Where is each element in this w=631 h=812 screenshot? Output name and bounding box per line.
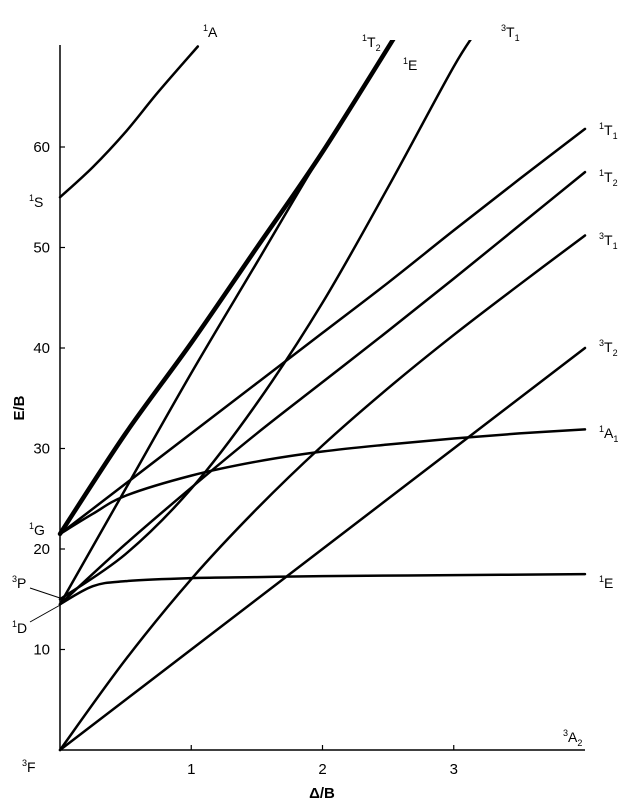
x-tick-label-1: 1	[187, 761, 195, 778]
curve-label-1-1T2: 1T2	[362, 33, 381, 53]
series-line-4	[58, 572, 587, 606]
curve-label-5-1T2: 1T2	[599, 168, 618, 188]
curve-label-7-3T2: 3T2	[599, 338, 618, 358]
curve-label-9-1E: 1E	[599, 574, 613, 591]
curve-label-layer: 1A 1T2 1E 3T1 1T1 1T2 3T1 3T2 1A1 1E 3A2	[203, 23, 618, 748]
y-tick-label-20: 20	[33, 541, 50, 558]
free-ion-term-1D: 1D	[12, 619, 27, 636]
series-line-1	[58, 346, 587, 752]
y-tick-label-30: 30	[33, 441, 50, 458]
curve-label-10-3A2: 3A2	[563, 728, 582, 748]
curve-label-8-1A1: 1A1	[599, 424, 618, 444]
tick-layer: 1 2 3 10 20 30 40 50 60	[33, 139, 458, 778]
y-tick-label-10: 10	[33, 642, 50, 659]
series-line-6	[58, 40, 395, 606]
y-tick-label-60: 60	[33, 139, 50, 156]
free-ion-term-3P: 3P	[12, 574, 26, 591]
y-tick-label-40: 40	[33, 340, 50, 357]
series-line-5	[58, 170, 587, 606]
curve-label-0-1A: 1A	[203, 23, 218, 40]
x-axis-title: Δ/B	[309, 785, 335, 802]
series-line-7	[57, 40, 396, 537]
series-line-3	[58, 40, 472, 601]
y-tick-label-50: 50	[33, 240, 50, 257]
series-line-2	[58, 234, 587, 752]
x-tick-label-3: 3	[450, 761, 458, 778]
free-ion-term-1G: 1G	[29, 521, 45, 538]
curve-label-6-3T1: 3T1	[599, 231, 618, 251]
curve-layer	[57, 40, 587, 752]
free-ion-term-layer: 3F 3P 1D 1G 1S	[12, 193, 63, 775]
series-line-10	[58, 45, 200, 199]
free-ion-term-3F: 3F	[22, 758, 36, 775]
series-line-8	[58, 127, 587, 536]
leader-line-1D	[29, 603, 63, 623]
y-axis-title: E/B	[11, 395, 28, 420]
curve-label-4-1T1: 1T1	[599, 121, 618, 141]
series-line-9	[58, 428, 587, 536]
free-ion-term-1S: 1S	[29, 193, 43, 210]
leader-line-3P	[29, 587, 61, 599]
curve-label-2-1E: 1E	[403, 56, 417, 73]
x-tick-label-2: 2	[318, 761, 326, 778]
curve-label-3-3T1: 3T1	[501, 23, 520, 43]
